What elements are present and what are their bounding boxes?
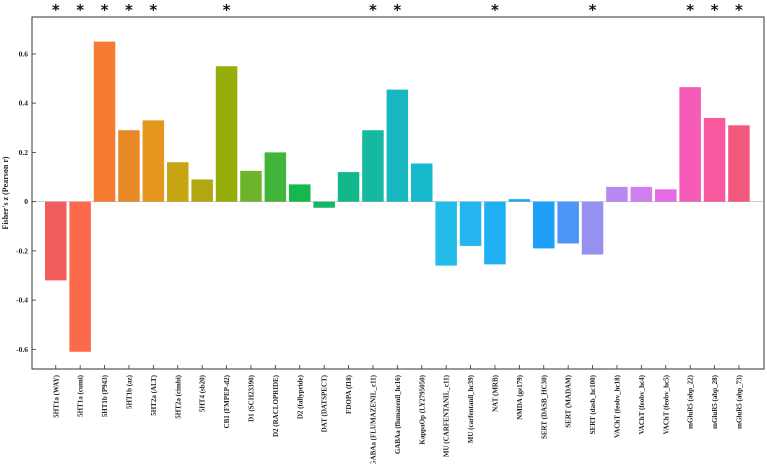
y-tick-label: 0 [24,197,28,206]
x-tick-label: VAChT (feobv_hc5) [662,374,670,434]
x-tick-label: 5HT2a (cimbi) [174,374,182,418]
bar [69,201,91,352]
y-tick-label: -0.4 [16,296,28,305]
x-tick-label: mGluR5 (abp_22) [687,374,695,429]
x-tick-label: VAChT (feobv_hc18) [613,374,621,438]
bar [337,172,360,202]
significance-star: * [711,1,719,19]
x-tick-label: 5HT1a (WAY) [52,374,60,417]
x-tick-label: 5HT1b (az) [125,374,133,409]
significance-star: * [125,1,133,19]
bar [93,41,116,202]
bar [313,201,335,208]
significance-star: * [101,1,109,19]
bar [362,130,384,202]
bar [679,87,701,202]
y-tick-label: 0.4 [19,99,29,108]
x-tick-label: D2 (RACLOPRIDE) [272,374,280,437]
y-tick-label: -0.2 [16,246,28,255]
y-tick-label: 0.2 [19,148,29,157]
x-tick-label: VAChT (feobv_hc4) [638,374,646,434]
bar [411,163,433,202]
significance-stars: * * * * * * * * * * * * * [52,1,743,19]
x-tick-label: SERT (dasb_hc100) [589,374,597,434]
x-tick-label: D2 (fallypride) [296,374,304,419]
y-axis: -0.6 -0.4 -0.2 0 0.2 0.4 0.6 [16,49,36,354]
y-tick-label: 0.6 [19,49,29,58]
bar [240,170,262,202]
bar [606,186,628,202]
significance-star: * [491,1,499,19]
bar [728,125,750,202]
x-tick-label: 5HT1a (cumi) [77,374,85,416]
x-tick-label: GABAa (FLUMAZENIL_c11) [369,374,377,464]
x-tick-label: 5HT1b (P943) [101,374,109,417]
bar [557,201,579,244]
significance-star: * [735,1,743,19]
y-axis-label: Fisher's z (Pearson r) [1,156,10,229]
x-tick-label: SERT (DASB_HC30) [540,374,548,439]
x-tick-label: NMDA (ge179) [516,374,524,420]
x-axis: 5HT1a (WAY) 5HT1a (cumi) 5HT1b (P943) 5HT1b… [52,365,743,464]
x-tick-label: GABAa (flumazenil_hc16) [394,374,402,454]
bar [435,201,457,266]
significance-star: * [686,1,694,19]
x-tick-label: MU (CARFENTANIL_c11) [443,374,451,457]
x-tick-label: MU (carfentanil_hc39) [467,374,475,443]
significance-star: * [393,1,401,19]
x-tick-label: CB1 (FMPEP-d2) [223,374,231,428]
significance-star: * [52,1,60,19]
plot-frame [31,16,765,370]
bar [215,66,238,202]
x-tick-label: mGluR5 (abp_28) [711,374,719,429]
x-tick-label: 5HT4 (sb20) [199,374,207,412]
significance-star: * [223,1,231,19]
x-tick-label: DAT (DATSPECT) [321,374,329,432]
bar [289,184,311,202]
bar [508,199,531,202]
significance-star: * [589,1,597,19]
x-tick-label: 5HT2a (ALT) [150,374,158,415]
bar [655,189,677,202]
x-tick-label: SERT (MADAM) [565,374,573,427]
bar [581,201,604,255]
x-tick-label: KappaOp (LY2795050) [418,374,426,444]
bar [45,201,67,281]
bar [264,152,287,202]
bars [45,41,750,352]
bar [386,89,409,202]
significance-star: * [149,1,157,19]
bar [118,130,140,202]
bar [533,201,555,249]
bar [191,179,213,202]
bar [142,120,165,202]
significance-star: * [76,1,84,19]
bar [484,201,506,265]
significance-star: * [369,1,377,19]
y-tick-label: -0.6 [16,345,28,354]
bar [459,201,482,246]
bar [167,162,189,202]
x-tick-label: NAT (MRB) [491,374,499,412]
x-tick-label: FDOPA (f18) [345,374,353,414]
bar [630,186,653,202]
x-tick-label: mGluR5 (abp_73) [735,374,743,429]
x-tick-label: D1 (SCH23390) [247,374,255,422]
bar [703,117,726,202]
